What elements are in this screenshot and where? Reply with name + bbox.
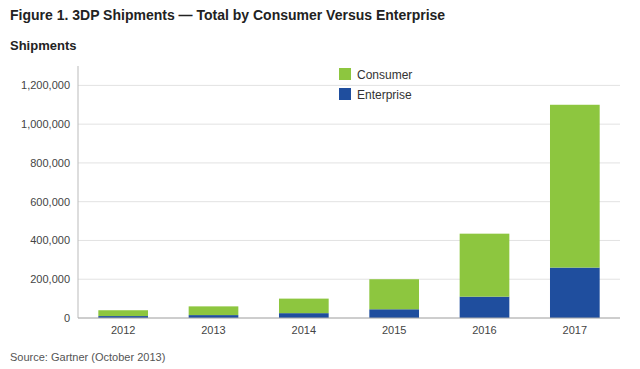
x-tick-label: 2013	[201, 324, 225, 336]
y-tick-label: 800,000	[30, 157, 70, 169]
y-tick-label: 1,200,000	[21, 79, 70, 91]
legend-swatch	[339, 88, 351, 100]
bar	[369, 279, 419, 309]
bar	[460, 297, 510, 318]
grid-line	[78, 318, 620, 319]
x-tick-label: 2017	[563, 324, 587, 336]
legend: Consumer Enterprise	[339, 68, 412, 102]
y-tick-label: 400,000	[30, 234, 70, 246]
bar	[279, 313, 329, 318]
grid-line	[78, 162, 620, 163]
bar	[550, 268, 600, 318]
y-tick-label: 1,000,000	[21, 118, 70, 130]
bar	[550, 105, 600, 268]
x-tick-label: 2012	[111, 324, 135, 336]
bar	[369, 309, 419, 318]
y-axis-label: Shipments	[10, 38, 76, 53]
grid-line	[78, 124, 620, 125]
y-axis-line	[78, 66, 79, 318]
series	[98, 268, 599, 318]
x-tick-label: 2016	[472, 324, 496, 336]
source: Source: Gartner (October 2013)	[10, 351, 165, 363]
x-tick-label: 2014	[292, 324, 316, 336]
legend-swatch	[339, 68, 351, 80]
grid-line	[78, 279, 620, 280]
y-tick-label: 0	[64, 312, 70, 324]
title: Figure 1. 3DP Shipments — Total by Consu…	[10, 7, 445, 23]
grid	[78, 85, 620, 318]
legend-label: Enterprise	[357, 88, 412, 102]
grid-line	[78, 85, 620, 86]
x-axis-line	[78, 318, 620, 319]
grid-line	[78, 240, 620, 241]
y-tick-label: 200,000	[30, 273, 70, 285]
grid-line	[78, 201, 620, 202]
series	[98, 105, 599, 316]
x-tick-label: 2015	[382, 324, 406, 336]
bars	[98, 105, 599, 318]
y-tick-label: 600,000	[30, 196, 70, 208]
legend-label: Consumer	[357, 68, 412, 82]
bar	[279, 299, 329, 314]
bar	[460, 234, 510, 297]
bar	[98, 310, 148, 316]
chart: Figure 1. 3DP Shipments — Total by Consu…	[0, 0, 640, 369]
bar	[189, 306, 239, 315]
